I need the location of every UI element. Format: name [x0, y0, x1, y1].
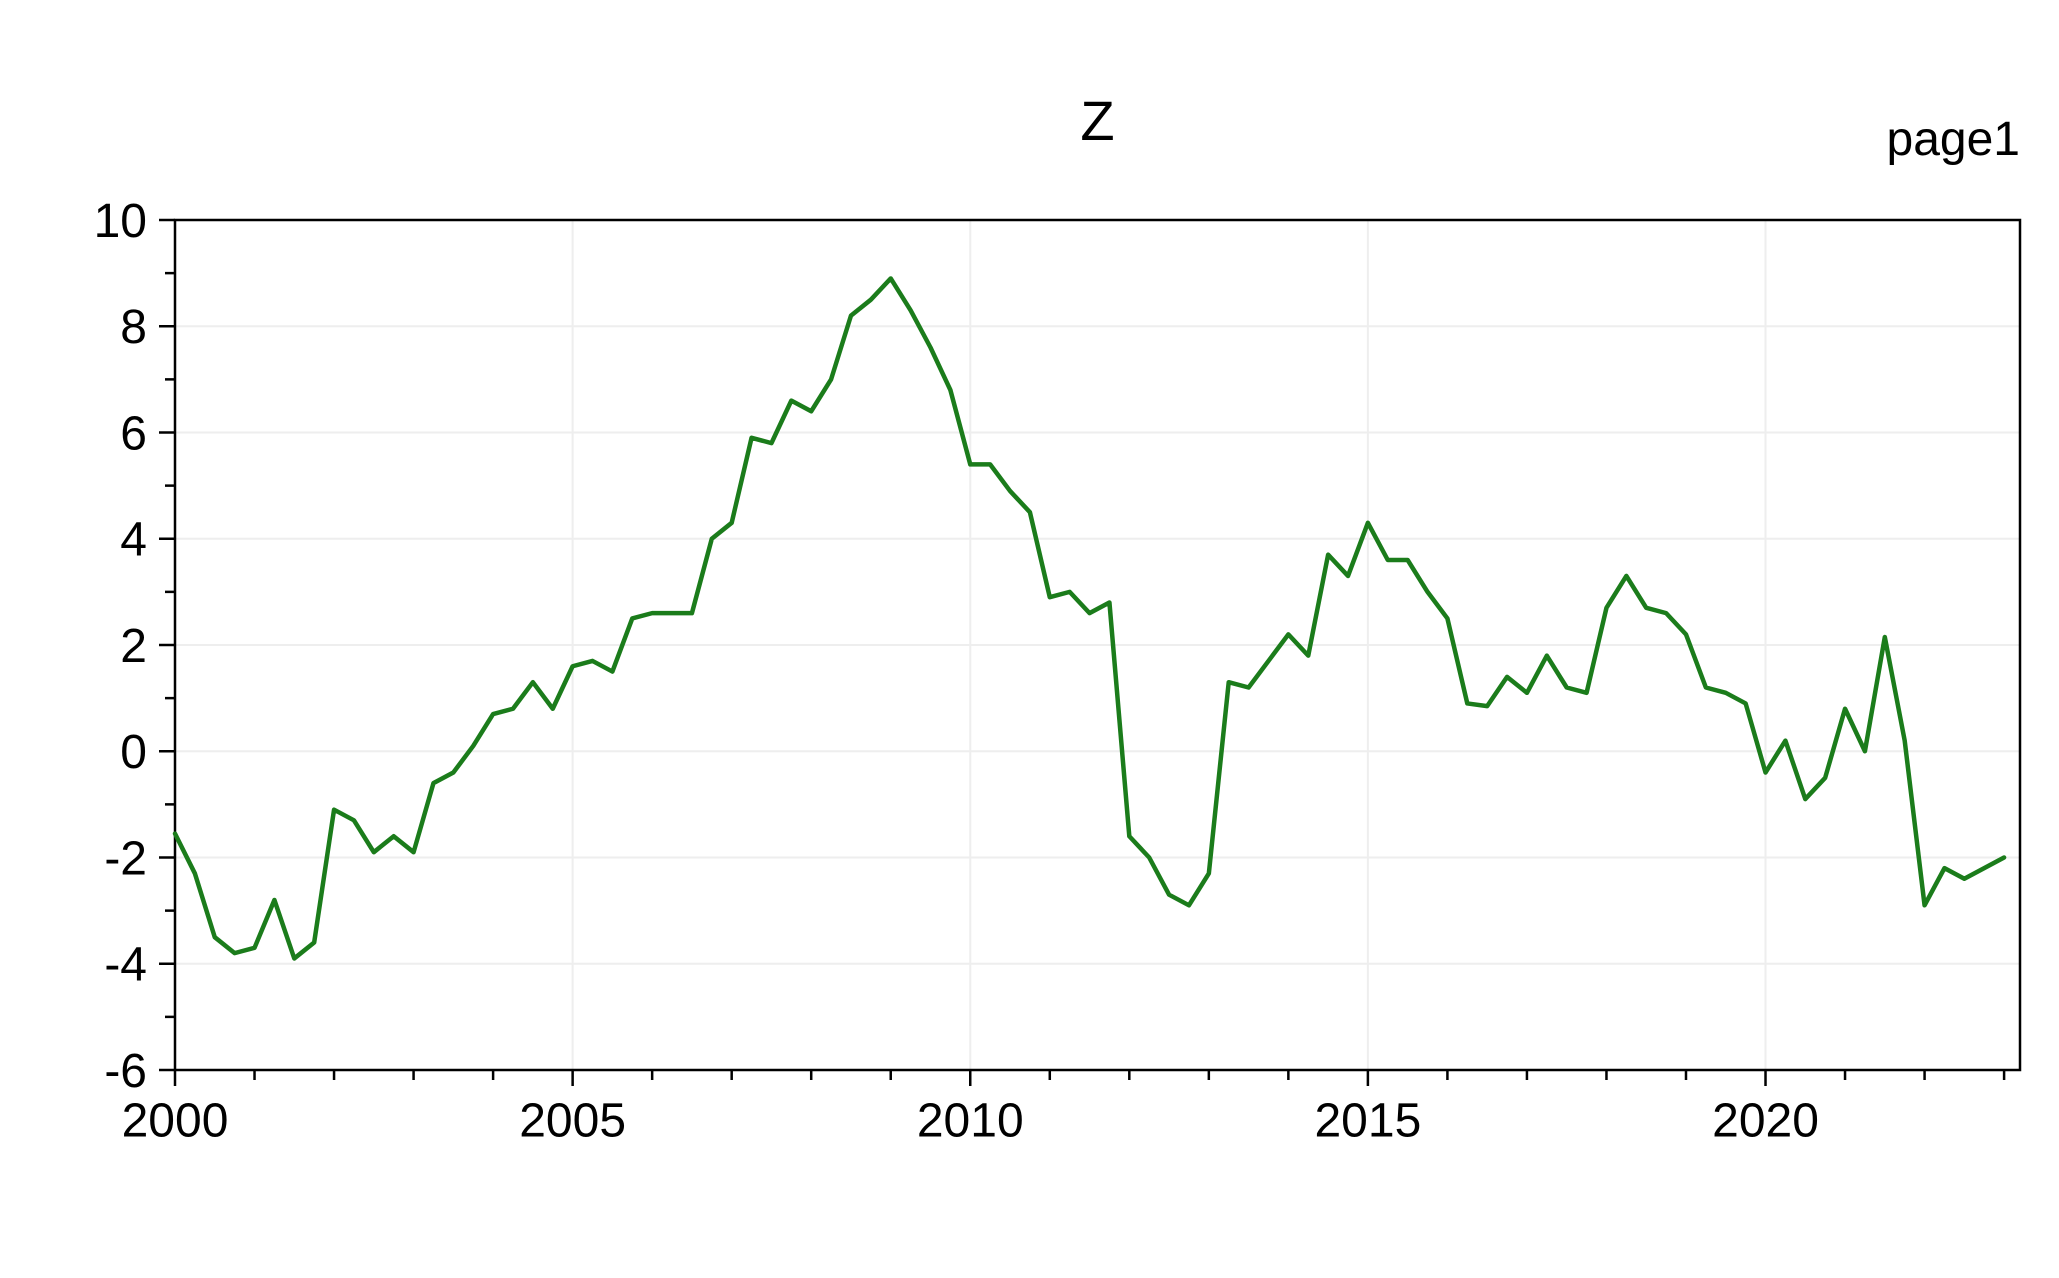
chart-container: 2000 2005 2010 2015 2020 -6 -4 -2 0 2 4 6 8 10 Zpage1 — [0, 0, 2059, 1278]
y-tick-label: 10 — [94, 195, 147, 248]
chart-title: Z — [1080, 89, 1114, 152]
x-tick-label: 2015 — [1314, 1094, 1421, 1147]
y-tick-label: -6 — [104, 1045, 147, 1098]
chart-subtitle: page1 — [1887, 113, 2020, 166]
y-tick-label: 8 — [120, 301, 147, 354]
y-tick-label: 0 — [120, 726, 147, 779]
y-tick-label: -2 — [104, 832, 147, 885]
y-tick-label: -4 — [104, 939, 147, 992]
y-tick-label: 6 — [120, 407, 147, 460]
line-chart: 2000 2005 2010 2015 2020 -6 -4 -2 0 2 4 6 8 10 Zpage1 — [0, 0, 2059, 1278]
y-tick-label: 4 — [120, 514, 147, 567]
x-tick-label: 2020 — [1712, 1094, 1819, 1147]
y-tick-label: 2 — [120, 620, 147, 673]
x-tick-label: 2010 — [917, 1094, 1024, 1147]
x-tick-label: 2000 — [122, 1094, 229, 1147]
x-tick-label: 2005 — [519, 1094, 626, 1147]
